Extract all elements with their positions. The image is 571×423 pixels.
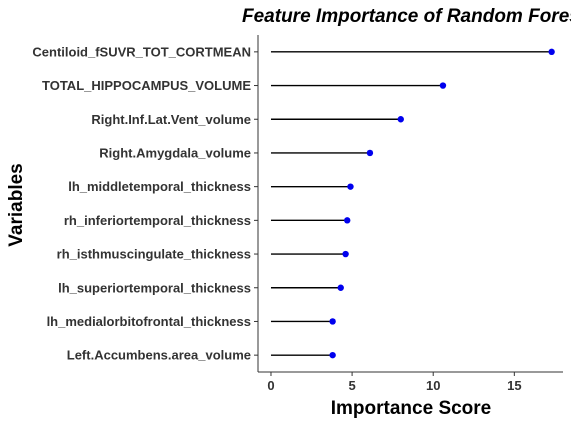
x-tick-label: 10	[426, 378, 440, 393]
y-tick-label: lh_middletemporal_thickness	[68, 179, 251, 194]
chart-title: Feature Importance of Random Forest	[242, 6, 571, 27]
y-tick-label: rh_inferiortemporal_thickness	[64, 213, 251, 228]
plot-area: 0 5 10 15 Centiloid_fSUVR_TOT_CORTMEAN TOTAL_…	[32, 35, 563, 393]
lollipop-point	[366, 149, 374, 157]
lollipop-point	[329, 351, 336, 359]
lollipop-point	[342, 250, 349, 258]
lollipop-point	[337, 284, 344, 291]
y-axis-title: Variables	[6, 163, 27, 246]
y-tick-label: Right.Inf.Lat.Vent_volume	[91, 112, 251, 127]
y-tick-label: Centiloid_fSUVR_TOT_CORTMEAN	[32, 44, 251, 59]
x-tick-label: 5	[348, 378, 355, 393]
y-tick-label: lh_superiortemporal_thickness	[58, 280, 251, 295]
y-tick-label: lh_medialorbitofrontal_thickness	[47, 314, 251, 329]
y-tick-label: rh_isthmuscingulate_thickness	[57, 247, 251, 262]
x-tick-label: 15	[507, 378, 521, 393]
y-tick-label: Left.Accumbens.area_volume	[67, 348, 251, 363]
lollipop-point	[397, 116, 404, 123]
x-tick-label: 0	[267, 378, 274, 393]
lollipop-point	[344, 217, 351, 224]
lollipop-point	[347, 183, 354, 190]
y-tick-label: Right.Amygdala_volume	[99, 145, 251, 160]
x-axis-title: Importance Score	[331, 398, 492, 419]
lollipop-point	[439, 82, 447, 89]
y-tick-label: TOTAL_HIPPOCAMPUS_VOLUME	[42, 78, 251, 93]
lollipop-point	[548, 48, 555, 56]
lollipop-point	[329, 318, 336, 325]
